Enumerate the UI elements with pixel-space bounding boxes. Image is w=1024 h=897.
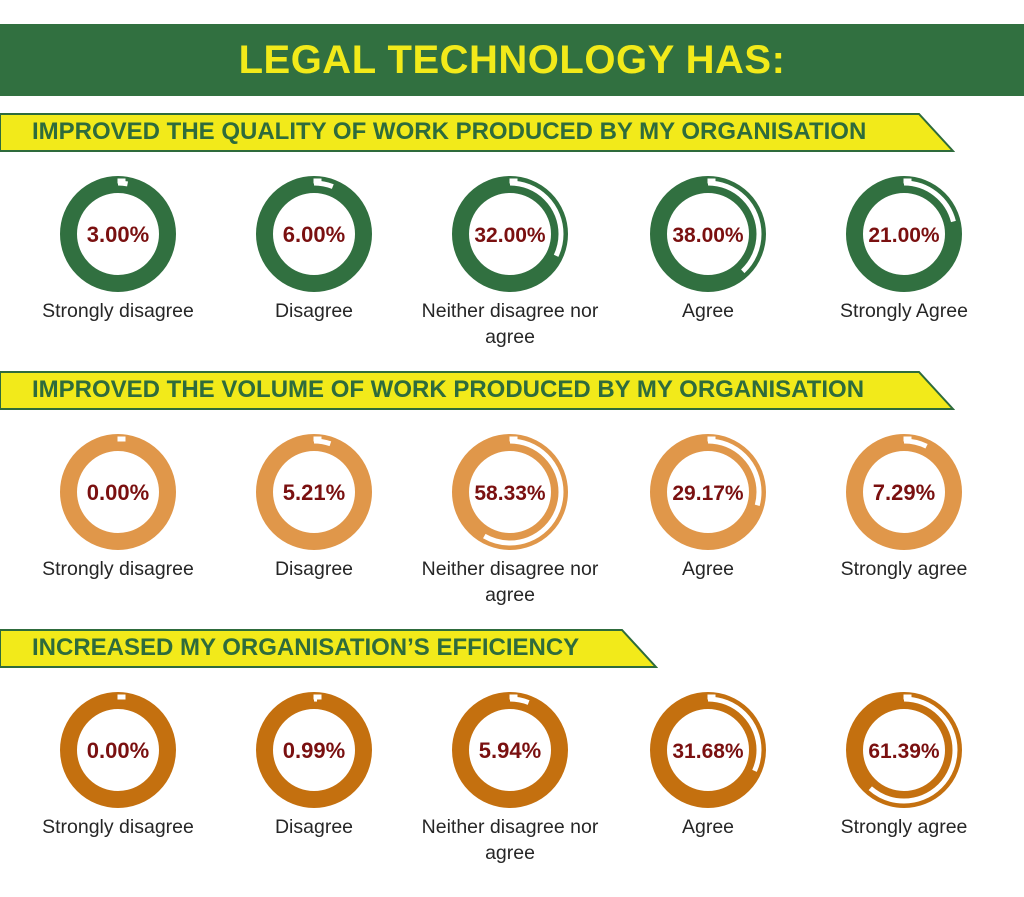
donut-value-label: 0.00% [87, 480, 149, 505]
donut-item: 6.00% Disagree [214, 176, 414, 324]
donut-item: 0.00% Strongly disagree [18, 434, 218, 582]
donut-value-label: 61.39% [868, 740, 940, 763]
donut-value-label: 0.99% [283, 738, 345, 763]
donut-chart: 61.39% [846, 692, 962, 808]
donut-chart: 31.68% [650, 692, 766, 808]
category-label: Strongly Agree [840, 300, 968, 322]
donut-start-marker [509, 178, 518, 184]
donut-chart: 0.00% [60, 692, 176, 808]
donut-item: 0.00% Strongly disagree [18, 692, 218, 840]
donut-chart: 21.00% [846, 176, 962, 292]
donut-chart: 6.00% [256, 176, 372, 292]
donut-chart: 0.00% [60, 434, 176, 550]
donut-chart: 5.94% [452, 692, 568, 808]
donut-ring [452, 692, 568, 808]
donut-start-marker [509, 694, 518, 700]
donut-ring [60, 692, 176, 808]
donut-ring [256, 434, 372, 550]
donut-start-marker [707, 178, 716, 184]
title-bar: LEGAL TECHNOLOGY HAS: [0, 24, 1024, 96]
donut-start-marker [313, 436, 322, 442]
donut-start-marker [903, 436, 912, 442]
donut-start-marker [707, 436, 716, 442]
donut-item: 21.00% Strongly Agree [804, 176, 1004, 324]
donut-start-marker [313, 178, 322, 184]
donut-start-marker [903, 178, 912, 184]
donut-value-label: 21.00% [868, 224, 940, 247]
banner-shape [0, 371, 955, 410]
donut-value-label: 29.17% [672, 482, 744, 505]
donut-value-label: 31.68% [672, 740, 744, 763]
banner-shape [0, 113, 955, 152]
category-label: Neither disagree nor agree [421, 558, 599, 606]
donut-item: 0.99% Disagree [214, 692, 414, 840]
category-label: Agree [681, 816, 735, 838]
section-title: IMPROVED THE VOLUME OF WORK PRODUCED BY … [32, 376, 865, 403]
donut-item: 58.33% Neither disagree nor agree [410, 434, 610, 608]
donut-value-label: 5.21% [283, 480, 345, 505]
category-label: Agree [681, 558, 735, 580]
donut-start-marker [707, 694, 716, 700]
donut-start-marker [117, 694, 126, 700]
section-title: IMPROVED THE QUALITY OF WORK PRODUCED BY… [32, 118, 867, 145]
donut-item: 29.17% Agree [608, 434, 808, 582]
category-label: Disagree [274, 816, 354, 838]
category-label: Strongly agree [840, 558, 968, 580]
donut-value-label: 7.29% [873, 480, 935, 505]
donut-start-marker [903, 694, 912, 700]
donut-value-label: 58.33% [474, 482, 546, 505]
donut-ring [60, 434, 176, 550]
banner-shape [0, 629, 658, 668]
donut-chart: 7.29% [846, 434, 962, 550]
donut-value-label: 32.00% [474, 224, 546, 247]
donut-value-label: 3.00% [87, 222, 149, 247]
category-label: Strongly disagree [42, 300, 194, 322]
donut-start-marker [313, 694, 322, 700]
donut-chart: 0.99% [256, 692, 372, 808]
category-label: Strongly disagree [42, 558, 194, 580]
donut-chart: 32.00% [452, 176, 568, 292]
donut-chart: 5.21% [256, 434, 372, 550]
section-title: INCREASED MY ORGANISATION’S EFFICIENCY [32, 634, 580, 661]
category-label: Agree [681, 300, 735, 322]
donut-chart: 38.00% [650, 176, 766, 292]
donut-chart: 29.17% [650, 434, 766, 550]
section-banner: INCREASED MY ORGANISATION’S EFFICIENCY [0, 628, 658, 668]
donut-chart: 3.00% [60, 176, 176, 292]
category-label: Neither disagree nor agree [421, 300, 599, 348]
category-label: Strongly disagree [42, 816, 194, 838]
donut-start-marker [117, 178, 126, 184]
donut-value-label: 6.00% [283, 222, 345, 247]
donut-item: 31.68% Agree [608, 692, 808, 840]
donut-item: 5.94% Neither disagree nor agree [410, 692, 610, 866]
page-title: LEGAL TECHNOLOGY HAS: [238, 37, 786, 82]
donut-value-label: 5.94% [479, 738, 541, 763]
donut-item: 38.00% Agree [608, 176, 808, 324]
category-label: Disagree [274, 558, 354, 580]
donut-value-label: 38.00% [672, 224, 744, 247]
donut-chart: 58.33% [452, 434, 568, 550]
section-banner: IMPROVED THE QUALITY OF WORK PRODUCED BY… [0, 112, 955, 152]
donut-item: 61.39% Strongly agree [804, 692, 1004, 840]
category-label: Disagree [274, 300, 354, 322]
donut-item: 7.29% Strongly agree [804, 434, 1004, 582]
category-label: Neither disagree nor agree [421, 816, 599, 864]
donut-start-marker [117, 436, 126, 442]
donut-item: 32.00% Neither disagree nor agree [410, 176, 610, 350]
donut-item: 3.00% Strongly disagree [18, 176, 218, 324]
donut-start-marker [509, 436, 518, 442]
section-banner: IMPROVED THE VOLUME OF WORK PRODUCED BY … [0, 370, 955, 410]
donut-item: 5.21% Disagree [214, 434, 414, 582]
donut-value-label: 0.00% [87, 738, 149, 763]
category-label: Strongly agree [840, 816, 968, 838]
